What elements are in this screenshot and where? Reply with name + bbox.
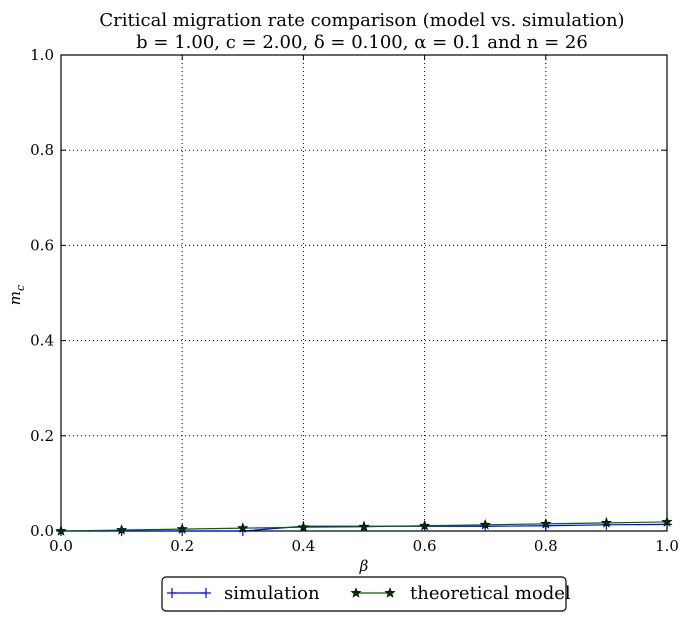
legend-label: simulation bbox=[224, 583, 320, 604]
y-tick-label: 0.6 bbox=[30, 236, 54, 254]
data-point bbox=[55, 525, 67, 536]
chart-subtitle: b = 1.00, c = 2.00, δ = 0.100, α = 0.1 a… bbox=[136, 32, 588, 53]
data-point bbox=[176, 523, 188, 534]
data-point bbox=[600, 517, 612, 528]
data-point bbox=[419, 519, 431, 531]
series-layer bbox=[55, 516, 673, 536]
y-axis-label-group: mc bbox=[6, 285, 27, 305]
gridlines bbox=[60, 54, 668, 532]
x-tick-label: 0.0 bbox=[49, 537, 73, 555]
x-axis-label: β bbox=[359, 557, 369, 575]
data-point bbox=[297, 521, 309, 532]
data-point bbox=[237, 522, 249, 533]
y-tick-label: 1.0 bbox=[30, 46, 54, 64]
data-point bbox=[116, 524, 128, 535]
x-tick-label: 0.6 bbox=[413, 537, 437, 555]
data-point bbox=[661, 516, 673, 527]
y-tick-label: 0.2 bbox=[30, 427, 54, 445]
x-tick-label: 0.2 bbox=[170, 537, 194, 555]
x-tick-label: 1.0 bbox=[655, 537, 679, 555]
y-axis-label: mc bbox=[6, 285, 27, 305]
plot-area bbox=[60, 54, 668, 532]
data-point bbox=[479, 518, 491, 530]
legend-label: theoretical model bbox=[410, 583, 571, 604]
legend: simulation theoretical model bbox=[161, 576, 571, 612]
y-tick-label: 0.8 bbox=[30, 141, 54, 159]
axis-ticks: 0.0 0.2 0.4 0.6 0.8 1.0 0.0 0.2 0.4 0.6 0.8 1.0 bbox=[30, 46, 679, 555]
legend-marker bbox=[350, 587, 362, 598]
legend-marker bbox=[201, 588, 211, 598]
y-tick-label: 0.4 bbox=[30, 332, 54, 350]
y-tick-label: 0.0 bbox=[30, 522, 54, 540]
legend-marker bbox=[167, 588, 177, 598]
chart-title: Critical migration rate comparison (mode… bbox=[99, 10, 624, 31]
data-point bbox=[540, 518, 552, 529]
legend-box bbox=[161, 576, 567, 612]
x-tick-label: 0.4 bbox=[291, 537, 315, 555]
x-tick-label: 0.8 bbox=[534, 537, 558, 555]
data-point bbox=[358, 520, 370, 532]
legend-marker bbox=[384, 587, 396, 598]
